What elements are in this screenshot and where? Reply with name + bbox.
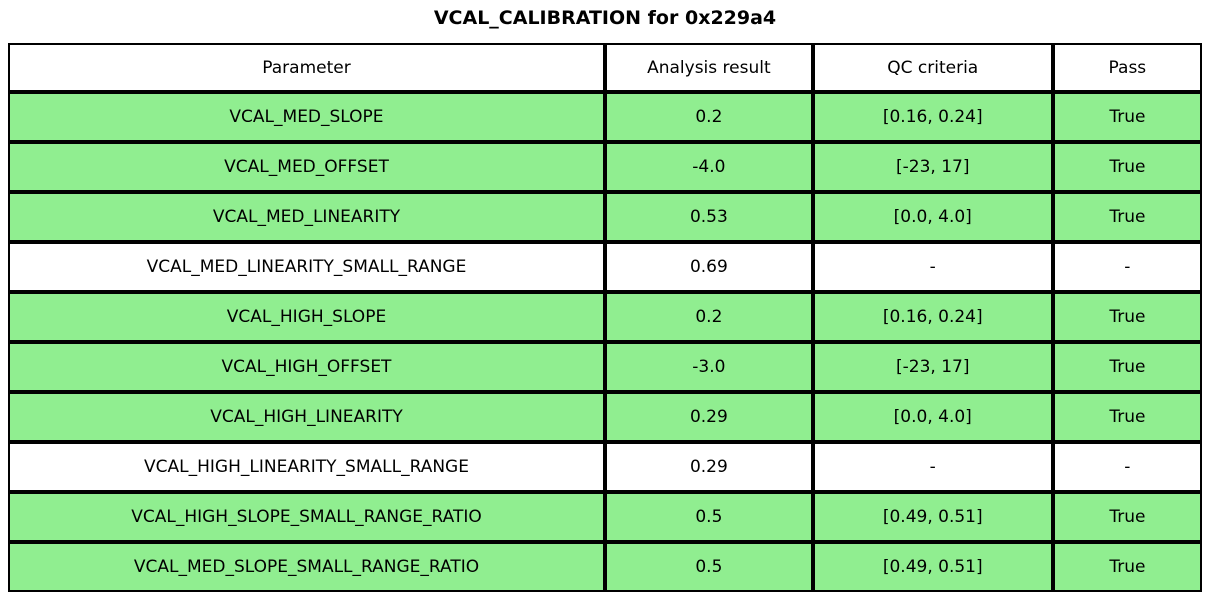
cell-pass: True: [1052, 192, 1202, 242]
cell-parameter: VCAL_HIGH_LINEARITY: [8, 392, 605, 442]
cell-qc-criteria: [0.16, 0.24]: [812, 292, 1053, 342]
table-row: VCAL_HIGH_SLOPE 0.2 [0.16, 0.24] True: [8, 292, 1202, 342]
table-row: VCAL_MED_LINEARITY_SMALL_RANGE 0.69 - -: [8, 242, 1202, 292]
table-row: VCAL_HIGH_LINEARITY 0.29 [0.0, 4.0] True: [8, 392, 1202, 442]
header-row: Parameter Analysis result QC criteria Pa…: [8, 43, 1202, 92]
cell-pass: -: [1052, 442, 1202, 492]
cell-analysis-result: 0.5: [605, 542, 813, 592]
cell-analysis-result: 0.29: [605, 392, 813, 442]
cell-analysis-result: 0.2: [605, 92, 813, 142]
cell-qc-criteria: [-23, 17]: [812, 142, 1053, 192]
table-body: VCAL_MED_SLOPE 0.2 [0.16, 0.24] True VCA…: [8, 92, 1202, 592]
cell-parameter: VCAL_MED_SLOPE_SMALL_RANGE_RATIO: [8, 542, 605, 592]
cell-parameter: VCAL_MED_LINEARITY_SMALL_RANGE: [8, 242, 605, 292]
cell-pass: True: [1052, 542, 1202, 592]
table-row: VCAL_HIGH_LINEARITY_SMALL_RANGE 0.29 - -: [8, 442, 1202, 492]
cell-qc-criteria: [0.0, 4.0]: [812, 392, 1053, 442]
cell-pass: True: [1052, 92, 1202, 142]
table-row: VCAL_MED_LINEARITY 0.53 [0.0, 4.0] True: [8, 192, 1202, 242]
cell-qc-criteria: -: [812, 242, 1053, 292]
cell-analysis-result: -3.0: [605, 342, 813, 392]
table-row: VCAL_MED_OFFSET -4.0 [-23, 17] True: [8, 142, 1202, 192]
cell-parameter: VCAL_MED_OFFSET: [8, 142, 605, 192]
cell-parameter: VCAL_HIGH_SLOPE_SMALL_RANGE_RATIO: [8, 492, 605, 542]
cell-parameter: VCAL_HIGH_LINEARITY_SMALL_RANGE: [8, 442, 605, 492]
cell-pass: True: [1052, 342, 1202, 392]
cell-parameter: VCAL_HIGH_SLOPE: [8, 292, 605, 342]
cell-qc-criteria: [0.49, 0.51]: [812, 542, 1053, 592]
table-row: VCAL_HIGH_SLOPE_SMALL_RANGE_RATIO 0.5 [0…: [8, 492, 1202, 542]
cell-qc-criteria: [0.0, 4.0]: [812, 192, 1053, 242]
cell-qc-criteria: [-23, 17]: [812, 342, 1053, 392]
cell-qc-criteria: [0.16, 0.24]: [812, 92, 1053, 142]
cell-analysis-result: 0.29: [605, 442, 813, 492]
cell-analysis-result: 0.69: [605, 242, 813, 292]
column-header-parameter: Parameter: [8, 43, 605, 92]
chart-title: VCAL_CALIBRATION for 0x229a4: [433, 7, 777, 29]
cell-analysis-result: 0.2: [605, 292, 813, 342]
cell-parameter: VCAL_HIGH_OFFSET: [8, 342, 605, 392]
table-row: VCAL_MED_SLOPE_SMALL_RANGE_RATIO 0.5 [0.…: [8, 542, 1202, 592]
table-row: VCAL_MED_SLOPE 0.2 [0.16, 0.24] True: [8, 92, 1202, 142]
cell-pass: True: [1052, 292, 1202, 342]
cell-analysis-result: 0.5: [605, 492, 813, 542]
cell-qc-criteria: [0.49, 0.51]: [812, 492, 1053, 542]
cell-pass: -: [1052, 242, 1202, 292]
column-header-qc-criteria: QC criteria: [812, 43, 1053, 92]
table-row: VCAL_HIGH_OFFSET -3.0 [-23, 17] True: [8, 342, 1202, 392]
cell-pass: True: [1052, 392, 1202, 442]
table-header: Parameter Analysis result QC criteria Pa…: [8, 43, 1202, 92]
cell-pass: True: [1052, 142, 1202, 192]
cell-pass: True: [1052, 492, 1202, 542]
cell-parameter: VCAL_MED_LINEARITY: [8, 192, 605, 242]
cell-analysis-result: 0.53: [605, 192, 813, 242]
cell-analysis-result: -4.0: [605, 142, 813, 192]
cell-parameter: VCAL_MED_SLOPE: [8, 92, 605, 142]
qc-table: Parameter Analysis result QC criteria Pa…: [8, 43, 1202, 592]
cell-qc-criteria: -: [812, 442, 1053, 492]
column-header-pass: Pass: [1052, 43, 1202, 92]
column-header-analysis-result: Analysis result: [605, 43, 813, 92]
